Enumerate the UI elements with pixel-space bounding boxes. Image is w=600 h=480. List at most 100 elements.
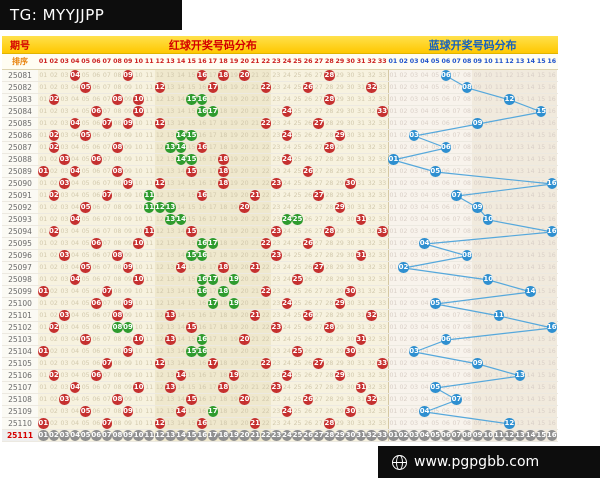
blue-cell: 10 <box>482 94 494 105</box>
blue-cell: 12 <box>504 358 515 369</box>
red-column-header: 04 <box>70 58 80 65</box>
red-cell: 17 <box>207 94 219 105</box>
faint-number: 13 <box>516 336 524 343</box>
blue-cell: 16 <box>546 430 558 441</box>
red-ball: 33 <box>377 106 388 117</box>
red-cell: 15 <box>186 418 197 429</box>
blue-ball: 05 <box>430 166 441 177</box>
red-ball: 22 <box>260 358 272 369</box>
red-cell: 32 <box>366 274 377 285</box>
red-cell: 17 <box>207 346 219 357</box>
faint-number: 08 <box>463 276 471 283</box>
faint-number: 33 <box>378 264 387 271</box>
red-cell: 20 <box>239 310 250 321</box>
faint-number: 09 <box>124 108 132 115</box>
faint-number: 15 <box>537 120 546 127</box>
red-column-header: 01 <box>38 58 48 65</box>
blue-cell: 11 <box>493 322 505 333</box>
blue-cell: 15 <box>535 322 547 333</box>
pending-ball: 05 <box>80 430 91 441</box>
faint-number: 07 <box>452 312 461 319</box>
blue-column-header: 16 <box>547 58 557 65</box>
faint-number: 11 <box>494 144 503 151</box>
faint-number: 03 <box>60 276 69 283</box>
chart-row: 25095 01 02 03 04 05 06 07 08 09 10 11 12 13 14 15 16 17 1… <box>2 238 558 250</box>
red-cell: 01 <box>38 406 49 417</box>
blue-cell: 13 <box>514 286 526 297</box>
blue-column-header: 14 <box>526 58 535 65</box>
blue-cell: 07 <box>451 298 462 309</box>
red-cell: 11 <box>143 202 155 213</box>
pending-ball: 26 <box>302 430 314 441</box>
red-cell: 13 <box>165 370 176 381</box>
red-ball: 01 <box>38 166 49 177</box>
blue-cell: 15 <box>535 226 547 237</box>
faint-number: 01 <box>389 168 398 175</box>
red-ball: 12 <box>154 418 166 429</box>
blue-cell: 16 <box>546 130 558 141</box>
chart-row: 25109 01 02 03 04 05 06 07 08 09 10 11 12 13 14 15 16 17 1… <box>2 406 558 418</box>
faint-number: 07 <box>452 144 461 151</box>
blue-cell: 14 <box>525 382 536 393</box>
red-cell: 21 <box>249 322 261 333</box>
blue-cell: 05 <box>429 382 441 393</box>
red-cell: 06 <box>90 166 102 177</box>
faint-number: 05 <box>431 312 440 319</box>
red-cell: 31 <box>355 262 367 273</box>
blue-cell: 07 <box>451 142 462 153</box>
faint-number: 01 <box>389 240 398 247</box>
faint-number: 09 <box>473 216 482 223</box>
red-ball: 02 <box>48 226 60 237</box>
red-ball: 03 <box>59 154 70 165</box>
faint-number: 27 <box>314 168 323 175</box>
blue-cell: 01 <box>387 118 399 129</box>
pending-ball: 33 <box>377 430 388 441</box>
red-cell: 04 <box>69 82 81 93</box>
faint-number: 26 <box>304 384 313 391</box>
red-cell: 30 <box>345 430 356 441</box>
red-cell: 15 <box>186 370 197 381</box>
faint-number: 31 <box>357 72 366 79</box>
red-cell: 05 <box>80 334 91 345</box>
faint-number: 06 <box>92 84 101 91</box>
faint-number: 06 <box>92 120 101 127</box>
red-cell: 29 <box>334 118 346 129</box>
pending-ball: 03 <box>408 430 420 441</box>
faint-number: 24 <box>283 168 291 175</box>
faint-number: 21 <box>251 288 260 295</box>
blue-cell: 03 <box>408 418 420 429</box>
faint-number: 10 <box>134 216 143 223</box>
red-cell: 32 <box>366 106 377 117</box>
blue-cell: 08 <box>461 334 473 345</box>
faint-number: 29 <box>335 408 344 415</box>
red-cell: 20 <box>239 274 250 285</box>
red-cell: 13 <box>165 70 176 81</box>
red-cell: 32 <box>366 190 377 201</box>
red-cell: 27 <box>313 118 325 129</box>
blue-cell: 14 <box>525 130 536 141</box>
period-label: 25093 <box>2 214 38 225</box>
red-cell: 22 <box>260 346 272 357</box>
blue-cell: 07 <box>451 394 462 405</box>
red-ball: 09 <box>122 262 134 273</box>
faint-number: 02 <box>49 384 58 391</box>
red-cell: 12 <box>154 130 166 141</box>
red-cell: 04 <box>69 214 81 225</box>
faint-number: 16 <box>547 120 556 127</box>
red-cell: 25 <box>292 106 303 117</box>
red-cell: 22 <box>260 142 272 153</box>
red-cell: 04 <box>69 238 81 249</box>
blue-cell: 04 <box>419 226 430 237</box>
faint-number: 05 <box>81 300 90 307</box>
faint-number: 07 <box>102 348 111 355</box>
red-cell: 31 <box>355 334 367 345</box>
faint-number: 15 <box>187 240 196 247</box>
period-label: 25105 <box>2 358 38 369</box>
red-ball: 32 <box>366 394 377 405</box>
red-cell: 10 <box>133 178 144 189</box>
red-cell: 27 <box>313 418 325 429</box>
faint-number: 02 <box>49 396 58 403</box>
faint-number: 10 <box>134 120 143 127</box>
blue-cell: 02 <box>398 382 409 393</box>
faint-number: 07 <box>452 348 461 355</box>
